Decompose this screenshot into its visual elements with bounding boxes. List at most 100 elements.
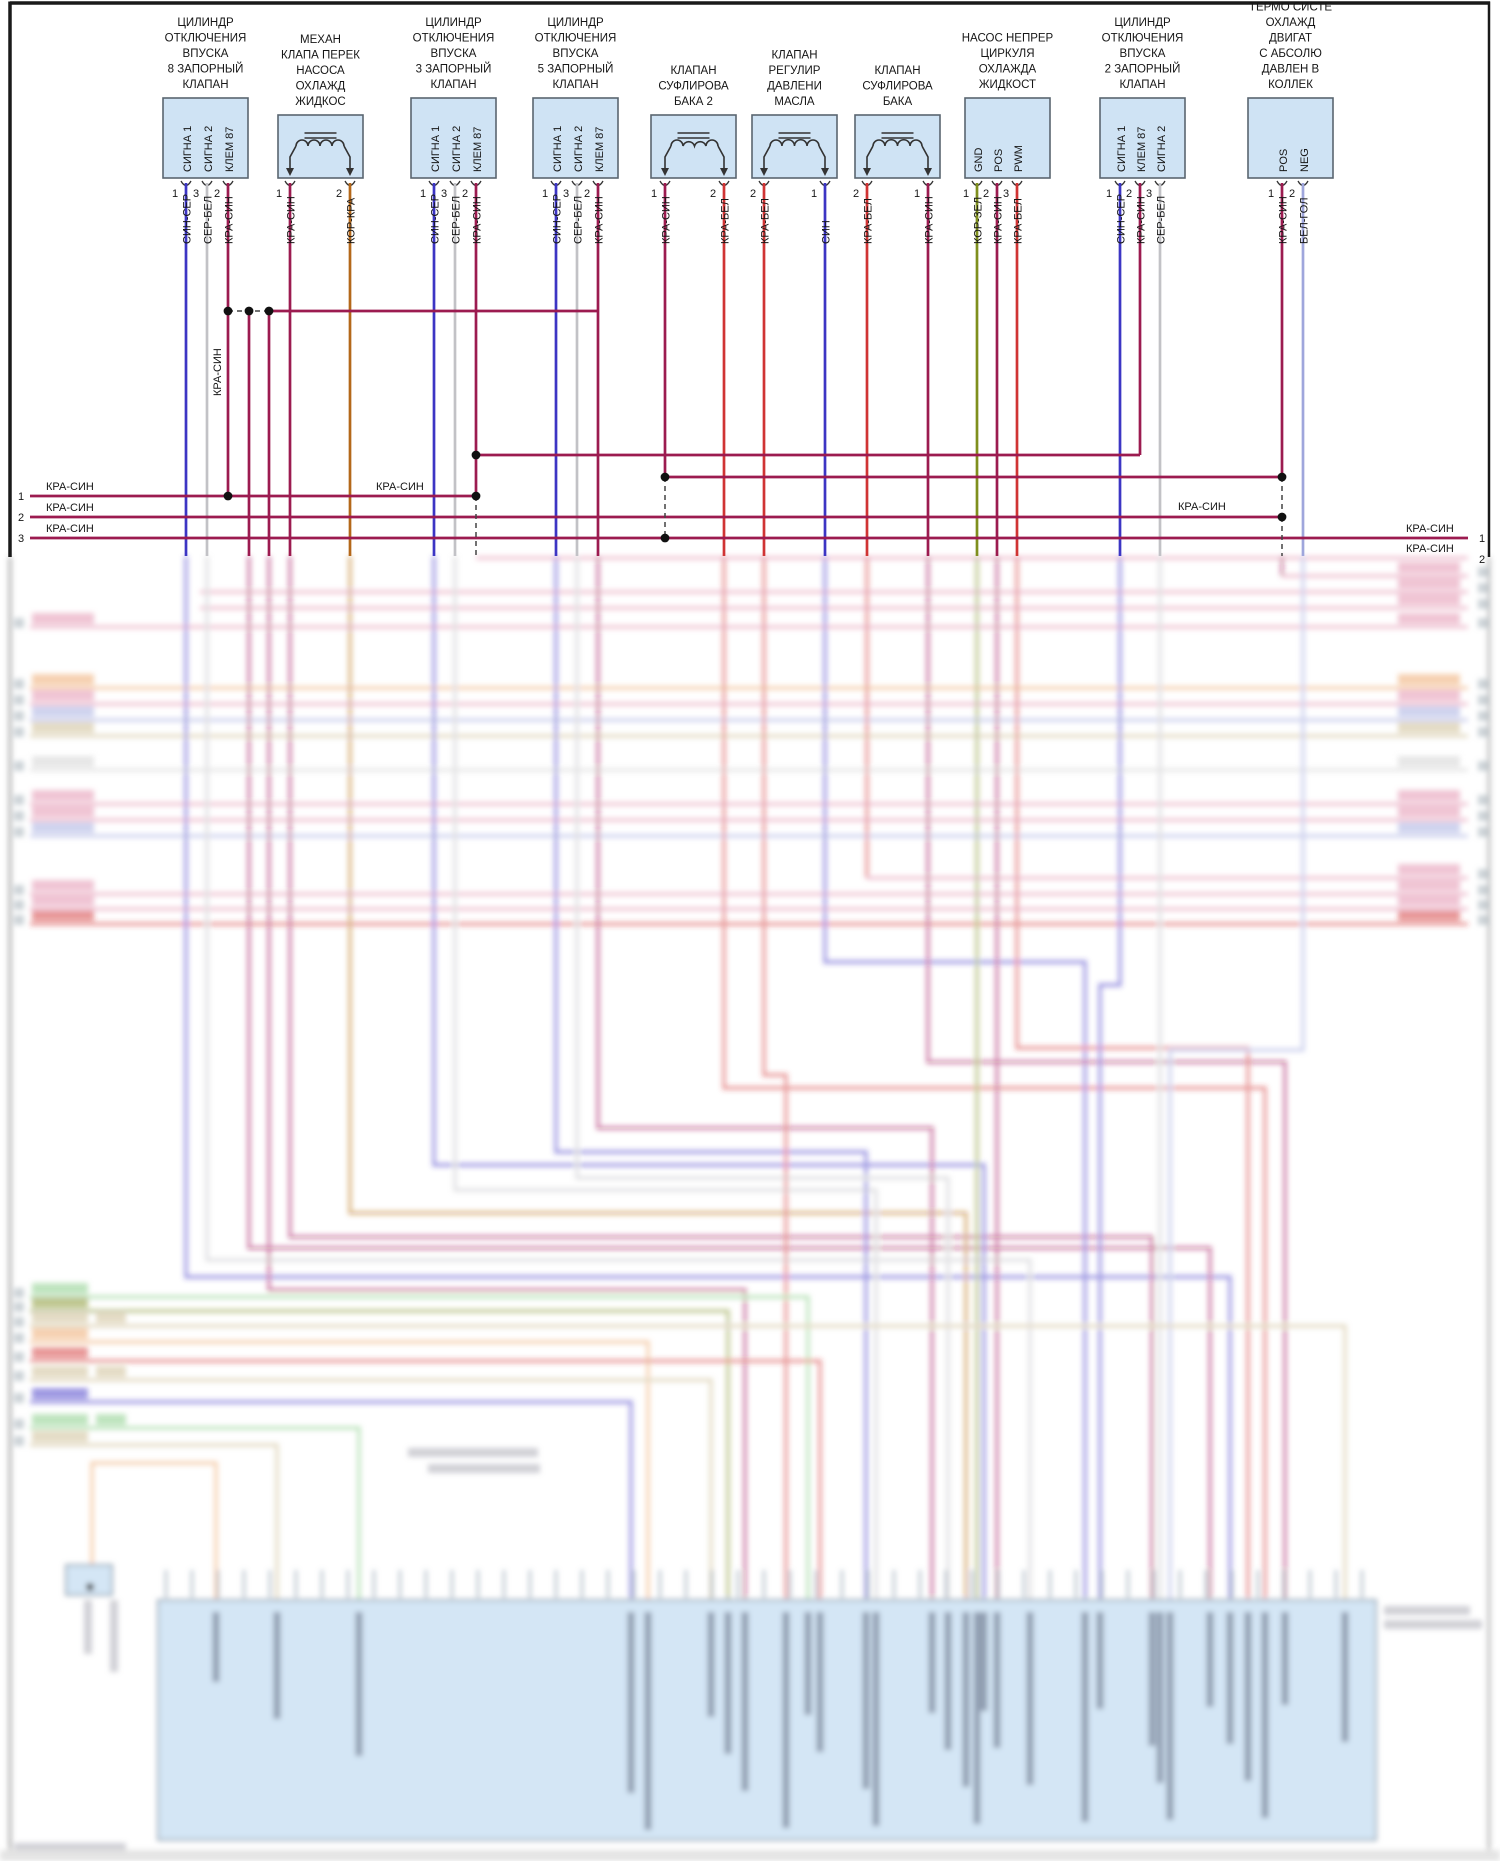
bundle-label-blob (32, 1328, 88, 1339)
row-label-blob-left (32, 822, 94, 833)
pin-label: СИГНА 1 (552, 126, 564, 172)
pin-number: 3 (441, 188, 447, 200)
component-title-line: КЛАПАН (874, 65, 920, 77)
connector-pin-label-blob (944, 1612, 952, 1750)
connector-pin-tick (216, 1570, 220, 1598)
pin-label: КЛЕМ 87 (472, 127, 484, 172)
connector-pin-tick (944, 1570, 948, 1598)
pin-number: 2 (1289, 188, 1295, 200)
row-number-blob-left (14, 761, 24, 771)
pin-number: 2 (750, 188, 756, 200)
wire-run-label: КРА-СИН (1406, 523, 1454, 535)
connector-pin-tick (346, 1570, 350, 1598)
wire-run-label: КРА-СИН (46, 481, 94, 493)
coil-arrow (924, 168, 932, 176)
connector-pin-label-blob (862, 1612, 870, 1789)
pin-label: СИГНА 2 (451, 126, 463, 172)
connector-pin-tick (866, 1570, 870, 1598)
component-title-line: МЕХАН (300, 34, 341, 46)
wire-color-label: КРА-СИН (1136, 196, 1148, 244)
connector-pin-tick (840, 1570, 844, 1598)
row-label-blob-right (1398, 756, 1460, 767)
component-title-line: ЦИЛИНДР (425, 17, 482, 29)
bundle-number-blob (14, 1419, 24, 1429)
connector-pin-tick (1334, 1570, 1338, 1598)
junction-dot (660, 472, 670, 482)
bundle-number-blob (14, 1288, 24, 1298)
connector-pin-label-blob (1341, 1612, 1349, 1742)
connector-pin-label-blob (1096, 1612, 1104, 1709)
row-number-blob-right (1478, 915, 1488, 925)
faded-wires-group (0, 556, 1500, 1861)
coil-winding (769, 138, 820, 147)
wire-color-label: СИН-СЕР (182, 194, 194, 244)
wire-color-label: КРА-БЕЛ (720, 198, 732, 244)
ecu-connector-box (157, 1599, 1377, 1841)
row-number-blob-right (1478, 900, 1488, 910)
component-tank-vent-valve-2: КЛАПАН СУФЛИРОВА БАКА 2 1 КРА-СИН 2 КРА-БЕЛ (650, 65, 737, 556)
faded-text-blob (428, 1464, 540, 1473)
component-title-line: ЦИЛИНДР (1114, 17, 1171, 29)
coil-arrow (286, 168, 294, 176)
pin-label: POS (1278, 149, 1290, 172)
connector-pin-tick (736, 1570, 740, 1598)
connector-pin-label-blob (1026, 1612, 1034, 1785)
connector-pin-label-blob (724, 1612, 732, 1754)
component-title-line: ВПУСКА (1120, 48, 1166, 60)
faded-wire-drop (722, 556, 1267, 1600)
coil-lead (664, 145, 672, 168)
connector-pin-tick (970, 1570, 974, 1598)
junction-dot (660, 533, 670, 543)
component-box (1099, 97, 1186, 179)
connector-pin-tick (658, 1570, 662, 1598)
row-number-blob-left (14, 679, 24, 689)
connector-pin-label-blob (1148, 1612, 1156, 1746)
row-number-blob-left (14, 711, 24, 721)
row-label-blob-left (32, 880, 94, 891)
pin-label: NEG (1299, 148, 1311, 172)
wire-run-label: КРА-СИН (376, 481, 424, 493)
component-box (277, 114, 364, 179)
faded-wire-drop (575, 556, 950, 1600)
component-title-line: КЛАПАН (670, 65, 716, 77)
component-title-line: МАСЛА (774, 96, 814, 108)
component-title-line: ДАВЛЕН В (1262, 64, 1320, 76)
row-number-blob-right (1478, 827, 1488, 837)
bundle-number-blob (14, 1371, 24, 1381)
component-title-line: КОЛЛЕК (1268, 79, 1313, 91)
row-number-blob-right (1478, 811, 1488, 821)
faded-wire-drop (267, 556, 747, 1600)
wire-run-label: КРА-СИН (1178, 501, 1226, 513)
component-intake-shutoff-valve-5: ЦИЛИНДР ОТКЛЮЧЕНИЯ ВПУСКА 5 ЗАПОРНЫЙ КЛАПАН С… (532, 17, 619, 556)
wire-color-label: СЕР-БЕЛ (203, 196, 215, 244)
connector-pin-label-blob (962, 1612, 970, 1787)
component-title-line: ВПУСКА (553, 48, 599, 60)
component-title-line: ОТКЛЮЧЕНИЯ (1102, 33, 1184, 45)
connector-pin-label-blob (782, 1612, 790, 1828)
component-title-line: ТЕРМО СИСТЕ (1249, 2, 1332, 14)
connector-pin-label-blob (1226, 1612, 1234, 1744)
component-title-line: С АБСОЛЮ (1259, 48, 1322, 60)
junction-dot (223, 306, 233, 316)
pin-number: 1 (914, 188, 920, 200)
connector-pin-label-blob (816, 1612, 824, 1752)
coil-lead (343, 145, 351, 168)
wire-run-label: КРА-СИН (46, 523, 94, 535)
coil-winding (670, 139, 719, 149)
connector-pin-tick (814, 1570, 818, 1598)
row-label-blob-left (32, 790, 94, 801)
faded-bundle-wire (30, 1324, 1347, 1600)
pin-number: 2 (462, 188, 468, 200)
connector-pin-label-blob (1281, 1612, 1289, 1705)
wire-color-label: СИН-СЕР (1116, 194, 1128, 244)
row-number-blob-right (1478, 711, 1488, 721)
component-title-line: КЛАПАН (1119, 79, 1165, 91)
coil-lead (818, 145, 826, 168)
connector-pin-tick (788, 1570, 792, 1598)
connector-pin-label-blob (741, 1612, 749, 1791)
component-title-line: СУФЛИРОВА (862, 81, 933, 93)
faded-text-blob (1384, 1620, 1482, 1629)
component-title-line: РЕГУЛИР (769, 65, 821, 77)
row-number-blob-right (1478, 618, 1488, 628)
